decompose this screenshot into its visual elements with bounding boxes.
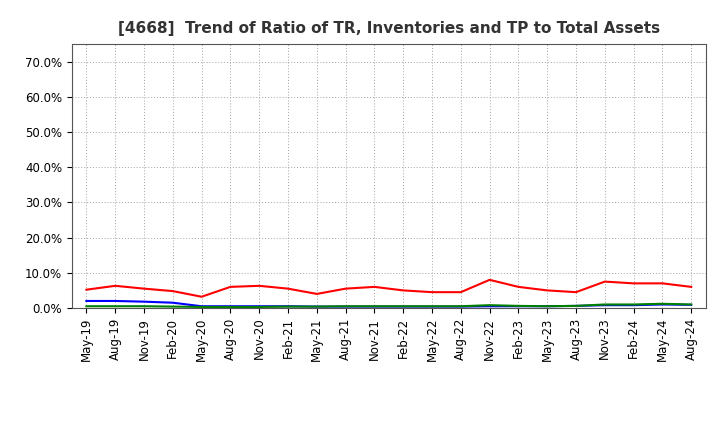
Trade Payables xyxy=(514,303,523,308)
Trade Receivables xyxy=(428,290,436,295)
Trade Payables xyxy=(456,304,465,309)
Inventories xyxy=(399,304,408,309)
Trade Receivables xyxy=(370,284,379,290)
Trade Payables xyxy=(255,304,264,310)
Trade Payables xyxy=(111,304,120,309)
Trade Receivables xyxy=(255,283,264,289)
Inventories xyxy=(111,298,120,304)
Inventories xyxy=(600,303,609,308)
Trade Payables xyxy=(572,303,580,308)
Trade Payables xyxy=(370,304,379,309)
Trade Payables xyxy=(341,304,350,309)
Trade Receivables xyxy=(514,284,523,290)
Inventories xyxy=(168,300,177,305)
Inventories xyxy=(543,304,552,309)
Inventories xyxy=(658,302,667,307)
Trade Payables xyxy=(168,304,177,309)
Trade Payables xyxy=(312,304,321,309)
Inventories xyxy=(687,302,696,308)
Trade Payables xyxy=(687,302,696,307)
Trade Receivables xyxy=(658,281,667,286)
Inventories xyxy=(629,303,638,308)
Inventories xyxy=(312,304,321,309)
Trade Receivables xyxy=(197,294,206,299)
Inventories xyxy=(197,304,206,309)
Trade Receivables xyxy=(168,289,177,294)
Trade Payables xyxy=(600,302,609,307)
Inventories xyxy=(284,304,292,309)
Trade Receivables xyxy=(226,284,235,290)
Trade Receivables xyxy=(543,288,552,293)
Inventories xyxy=(341,304,350,309)
Trade Receivables xyxy=(341,286,350,291)
Trade Receivables xyxy=(284,286,292,291)
Inventories xyxy=(370,304,379,309)
Trade Payables xyxy=(485,303,494,308)
Trade Payables xyxy=(658,301,667,306)
Trade Payables xyxy=(284,304,292,309)
Trade Receivables xyxy=(572,290,580,295)
Trade Receivables xyxy=(140,286,148,291)
Line: Inventories: Inventories xyxy=(86,301,691,307)
Trade Receivables xyxy=(111,283,120,289)
Trade Receivables xyxy=(485,277,494,282)
Trade Payables xyxy=(226,304,235,310)
Inventories xyxy=(485,304,494,309)
Trade Receivables xyxy=(687,284,696,290)
Trade Receivables xyxy=(629,281,638,286)
Trade Payables xyxy=(399,304,408,309)
Line: Trade Payables: Trade Payables xyxy=(86,304,691,307)
Inventories xyxy=(82,298,91,304)
Inventories xyxy=(428,304,436,309)
Trade Payables xyxy=(428,304,436,309)
Trade Receivables xyxy=(600,279,609,284)
Trade Receivables xyxy=(399,288,408,293)
Trade Payables xyxy=(82,304,91,309)
Trade Payables xyxy=(629,302,638,307)
Trade Receivables xyxy=(82,287,91,292)
Inventories xyxy=(456,304,465,309)
Inventories xyxy=(514,304,523,309)
Inventories xyxy=(255,304,264,309)
Trade Payables xyxy=(197,304,206,310)
Trade Receivables xyxy=(312,291,321,297)
Line: Trade Receivables: Trade Receivables xyxy=(86,280,691,297)
Trade Payables xyxy=(543,304,552,309)
Inventories xyxy=(226,304,235,309)
Trade Payables xyxy=(140,304,148,309)
Title: [4668]  Trend of Ratio of TR, Inventories and TP to Total Assets: [4668] Trend of Ratio of TR, Inventories… xyxy=(118,21,660,36)
Inventories xyxy=(140,299,148,304)
Inventories xyxy=(572,303,580,308)
Trade Receivables xyxy=(456,290,465,295)
